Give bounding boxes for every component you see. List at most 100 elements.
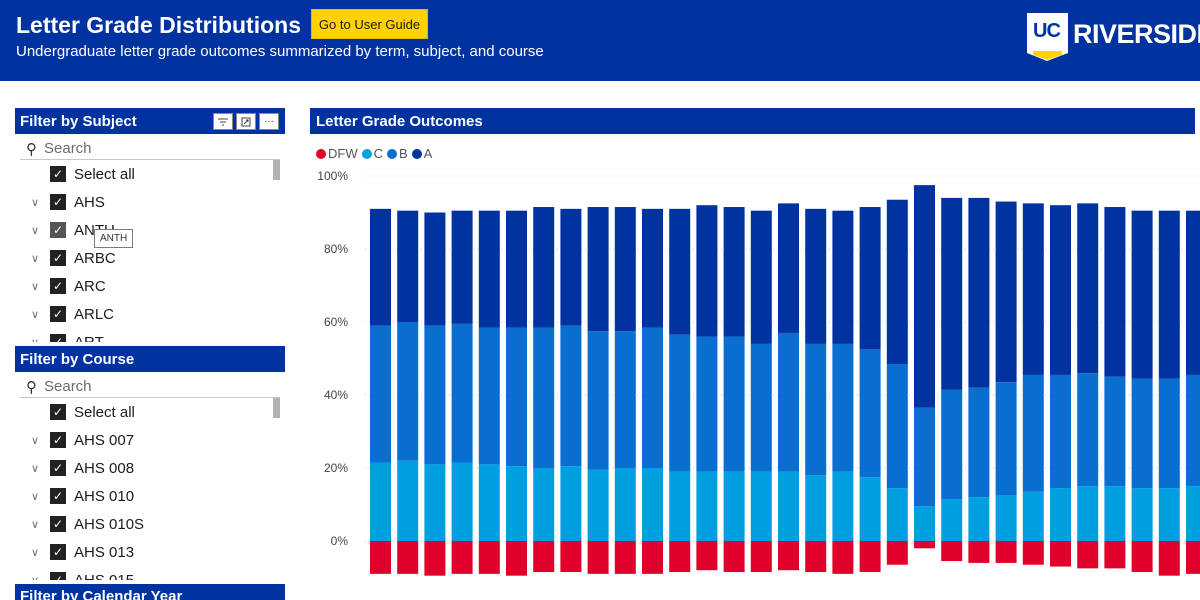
bar-segment-b[interactable] [1077,373,1099,487]
bar-segment-b[interactable] [723,336,745,472]
checkbox-checked-icon[interactable]: ✓ [50,166,66,182]
bar-segment-c[interactable] [778,471,799,541]
bar-segment-dfw[interactable] [370,541,391,574]
bar-segment-dfw[interactable] [914,541,935,549]
bar-segment-dfw[interactable] [805,541,827,573]
checkbox-checked-icon[interactable]: ✓ [50,334,66,342]
chevron-down-icon[interactable]: ∨ [30,224,40,237]
checkbox-checked-icon[interactable]: ✓ [50,404,66,420]
bar-segment-c[interactable] [1050,488,1071,541]
bar-segment-b[interactable] [397,322,419,461]
bar-segment-a[interactable] [614,207,636,332]
bar-segment-a[interactable] [587,207,609,332]
bar-segment-a[interactable] [642,208,663,328]
bar-segment-dfw[interactable] [451,541,473,574]
bar-segment-c[interactable] [1022,491,1044,541]
bar-segment-dfw[interactable] [478,541,500,574]
bar-segment-a[interactable] [506,210,527,328]
course-item[interactable]: ∨ ✓ AHS 010 [20,482,284,510]
chevron-down-icon[interactable]: ∨ [20,574,50,581]
bar-segment-c[interactable] [941,499,963,541]
bar-segment-b[interactable] [778,332,799,472]
bar-segment-dfw[interactable] [886,541,908,565]
bar-segment-dfw[interactable] [533,541,555,573]
bar-segment-dfw[interactable] [1158,541,1180,576]
bar-segment-a[interactable] [424,212,446,326]
bar-segment-b[interactable] [1104,376,1126,487]
bar-segment-a[interactable] [778,203,799,333]
subject-scrollbar[interactable] [273,160,280,180]
bar-segment-b[interactable] [914,407,935,507]
bar-segment-dfw[interactable] [859,541,881,573]
checkbox-checked-icon[interactable]: ✓ [50,516,66,532]
bar-segment-c[interactable] [1131,488,1153,541]
course-select-all[interactable]: ✓ Select all [20,398,284,426]
bar-segment-c[interactable] [478,464,500,541]
course-item[interactable]: ∨ ✓ AHS 015 [20,566,284,580]
bar-segment-dfw[interactable] [642,541,663,574]
legend-item-dfw[interactable]: DFW [316,146,358,161]
course-item[interactable]: ∨ ✓ AHS 007 [20,426,284,454]
checkbox-checked-icon[interactable]: ✓ [50,432,66,448]
bar-segment-b[interactable] [560,325,582,467]
user-guide-button[interactable]: Go to User Guide [311,9,428,39]
bar-segment-dfw[interactable] [560,541,582,573]
subject-item-anth[interactable]: ∨ ✓ ANTH [20,216,284,244]
bar-segment-a[interactable] [397,210,419,322]
checkbox-checked-icon[interactable]: ✓ [50,222,66,238]
bar-segment-b[interactable] [614,331,636,468]
bar-segment-dfw[interactable] [1186,541,1200,574]
bar-segment-a[interactable] [1077,203,1099,374]
bar-segment-c[interactable] [642,468,663,541]
bar-segment-c[interactable] [886,488,908,541]
bar-segment-c[interactable] [1186,486,1200,541]
bar-segment-a[interactable] [1131,210,1153,379]
bar-segment-dfw[interactable] [778,541,799,571]
subject-select-all[interactable]: ✓ Select all [20,160,284,188]
bar-segment-a[interactable] [968,197,990,388]
bar-segment-a[interactable] [886,199,908,364]
bar-segment-a[interactable] [696,205,718,337]
bar-segment-a[interactable] [859,207,881,350]
bar-segment-b[interactable] [750,343,772,472]
course-item[interactable]: ∨ ✓ AHS 013 [20,538,284,566]
subject-item-art[interactable]: ∨ ✓ ART [20,328,284,342]
filter-icon[interactable] [213,113,233,130]
bar-segment-c[interactable] [397,460,419,541]
bar-segment-dfw[interactable] [1077,541,1099,569]
bar-segment-c[interactable] [750,471,772,541]
bar-segment-b[interactable] [859,349,881,478]
bar-segment-b[interactable] [1158,378,1180,489]
bar-segment-b[interactable] [506,327,527,467]
focus-mode-icon[interactable] [236,113,256,130]
legend-item-c[interactable]: C [361,146,383,161]
bar-segment-a[interactable] [750,210,772,344]
bar-segment-a[interactable] [832,210,854,344]
bar-segment-dfw[interactable] [723,541,745,573]
checkbox-checked-icon[interactable]: ✓ [50,488,66,504]
bar-segment-b[interactable] [451,323,473,463]
chevron-down-icon[interactable]: ∨ [30,252,40,265]
bar-segment-a[interactable] [914,185,935,408]
course-search-input[interactable]: ⚲ Search [20,376,280,398]
bar-segment-a[interactable] [805,208,827,344]
bar-segment-dfw[interactable] [1022,541,1044,565]
checkbox-checked-icon[interactable]: ✓ [50,544,66,560]
legend-item-b[interactable]: B [387,146,408,161]
bar-segment-c[interactable] [614,468,636,541]
bar-segment-b[interactable] [370,325,391,463]
course-scrollbar[interactable] [273,398,280,418]
bar-segment-c[interactable] [560,466,582,541]
bar-segment-a[interactable] [1050,205,1071,375]
bar-segment-a[interactable] [1186,210,1200,375]
bar-segment-dfw[interactable] [1050,541,1071,567]
bar-segment-b[interactable] [587,331,609,470]
legend-item-a[interactable]: A [411,146,432,161]
bar-segment-c[interactable] [370,462,391,541]
chevron-down-icon[interactable]: ∨ [30,280,40,293]
bar-segment-a[interactable] [370,208,391,326]
chevron-down-icon[interactable]: ∨ [30,546,40,559]
bar-segment-dfw[interactable] [397,541,419,574]
subject-item-arbc[interactable]: ∨ ✓ ARBC [20,244,284,272]
bar-segment-b[interactable] [1131,378,1153,489]
